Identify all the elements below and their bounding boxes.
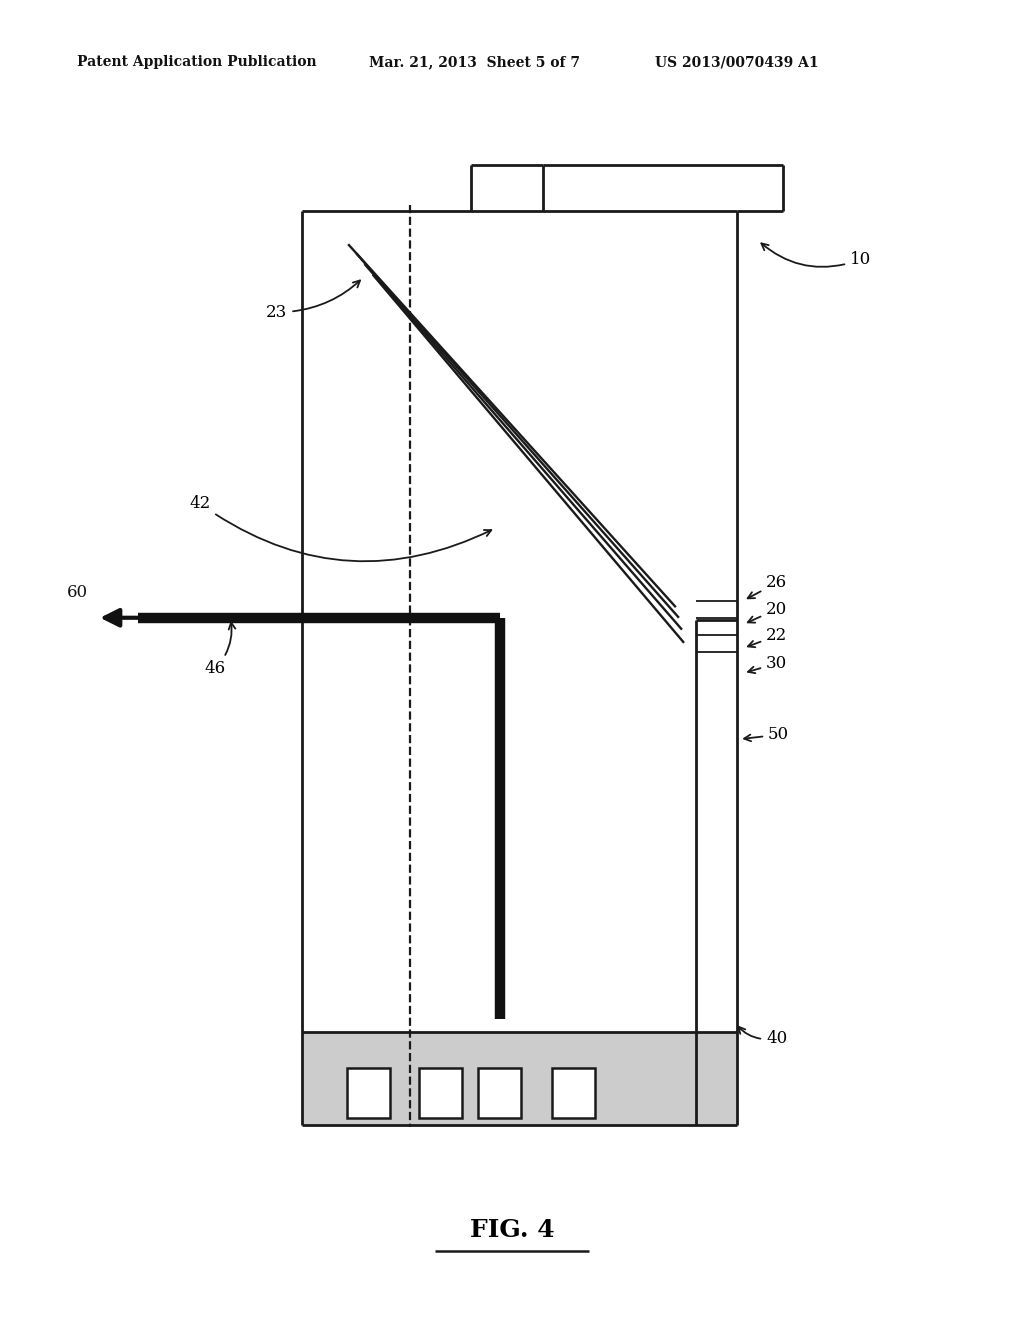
Bar [302, 1032, 737, 1125]
Text: 50: 50 [744, 726, 790, 743]
Text: 40: 40 [738, 1027, 787, 1047]
Text: FIG. 4: FIG. 4 [470, 1218, 554, 1242]
Text: 23: 23 [266, 280, 360, 321]
Text: 26: 26 [748, 574, 787, 598]
Text: Mar. 21, 2013  Sheet 5 of 7: Mar. 21, 2013 Sheet 5 of 7 [369, 55, 580, 70]
Text: 20: 20 [748, 601, 787, 623]
Bar [478, 1068, 521, 1118]
Text: US 2013/0070439 A1: US 2013/0070439 A1 [655, 55, 819, 70]
Text: 30: 30 [748, 655, 787, 673]
Text: 42: 42 [189, 495, 492, 561]
Text: 46: 46 [205, 623, 236, 677]
Bar [419, 1068, 462, 1118]
Text: 60: 60 [67, 583, 88, 601]
Bar [347, 1068, 390, 1118]
Text: Patent Application Publication: Patent Application Publication [77, 55, 316, 70]
Text: 22: 22 [748, 627, 787, 647]
Text: 10: 10 [762, 243, 871, 268]
Bar [552, 1068, 595, 1118]
